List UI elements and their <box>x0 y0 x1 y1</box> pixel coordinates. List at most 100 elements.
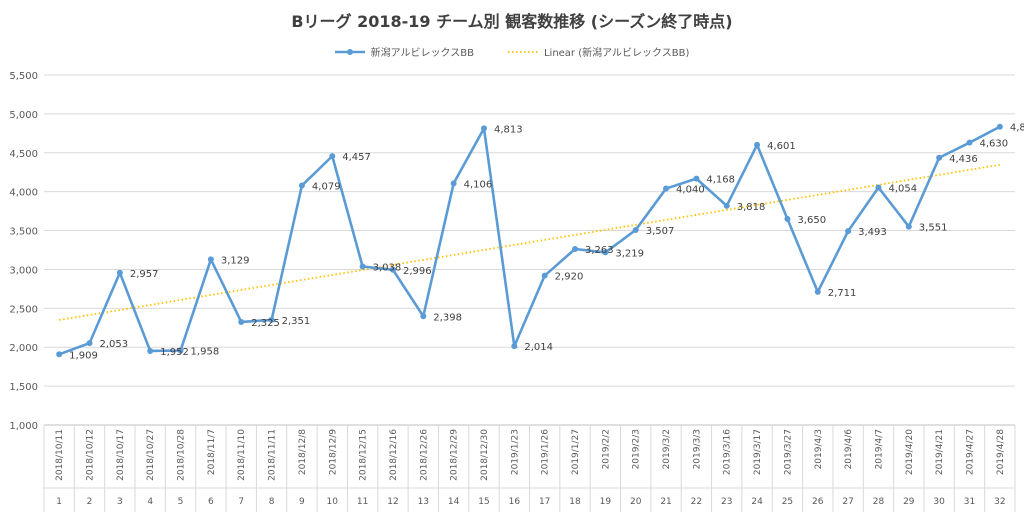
x-tick-date: 2018/10/12 <box>86 429 96 481</box>
x-tick-date: 2019/1/27 <box>571 429 581 475</box>
legend-item-trendline: Linear (新潟アルビレックスBB) <box>507 44 689 59</box>
x-tick-number: 8 <box>269 497 275 507</box>
data-label: 4,079 <box>312 182 341 193</box>
data-label: 4,040 <box>676 185 705 196</box>
legend-item-series: 新潟アルビレックスBB <box>334 44 474 59</box>
x-tick-date: 2018/10/11 <box>55 429 65 481</box>
data-label: 3,263 <box>585 245 614 256</box>
x-tick-date: 2018/10/28 <box>177 429 187 481</box>
x-tick-number: 29 <box>903 497 915 507</box>
x-tick-date: 2019/2/2 <box>601 429 611 469</box>
x-tick-number: 21 <box>660 497 671 507</box>
x-tick-date: 2018/12/26 <box>419 429 429 481</box>
x-tick-date: 2018/10/17 <box>116 429 126 481</box>
data-point <box>420 313 427 320</box>
data-label: 4,813 <box>494 124 523 135</box>
x-tick-date: 2018/12/16 <box>389 429 399 481</box>
data-point <box>936 154 943 161</box>
data-label: 3,219 <box>615 248 644 259</box>
data-label: 3,129 <box>221 255 250 266</box>
legend-series-swatch <box>334 48 365 55</box>
data-point <box>905 223 912 230</box>
x-tick-date: 2019/3/2 <box>662 429 672 469</box>
x-tick-number: 2 <box>87 497 93 507</box>
x-tick-date: 2019/1/26 <box>541 429 551 475</box>
x-tick-number: 15 <box>478 497 489 507</box>
data-label: 2,053 <box>100 339 129 350</box>
x-tick-number: 32 <box>994 497 1005 507</box>
data-label: 4,054 <box>888 183 917 194</box>
data-label: 4,106 <box>464 179 493 190</box>
y-tick-label: 1,000 <box>9 421 38 432</box>
data-label: 3,818 <box>737 202 766 213</box>
x-tick-number: 30 <box>933 497 945 507</box>
data-point <box>845 228 852 235</box>
data-label: 3,551 <box>919 223 948 234</box>
x-tick-date: 2018/11/11 <box>268 429 278 481</box>
x-tick-date: 2019/3/17 <box>753 429 763 475</box>
y-tick-label: 3,500 <box>9 227 38 238</box>
data-label: 2,398 <box>433 312 462 323</box>
data-label: 3,038 <box>373 262 402 273</box>
x-tick-date: 2019/2/3 <box>632 429 642 469</box>
x-tick-date: 2019/4/27 <box>965 429 975 475</box>
data-point <box>207 256 214 263</box>
x-tick-number: 28 <box>873 497 885 507</box>
x-tick-number: 13 <box>418 497 429 507</box>
data-label: 3,507 <box>646 226 675 237</box>
data-label: 4,630 <box>979 139 1008 150</box>
x-tick-number: 31 <box>964 497 975 507</box>
data-label: 4,835 <box>1010 123 1024 134</box>
x-tick-date: 2018/12/8 <box>298 429 308 475</box>
data-point <box>238 318 245 325</box>
chart-title: Bリーグ 2018-19 チーム別 観客数推移 (シーズン終了時点) <box>291 12 733 31</box>
x-tick-date: 2019/1/23 <box>510 429 520 475</box>
x-tick-date: 2019/4/28 <box>996 429 1006 475</box>
data-label: 3,493 <box>858 227 887 238</box>
data-point <box>541 272 548 279</box>
data-point <box>177 347 184 354</box>
data-point <box>480 125 487 132</box>
x-tick-date: 2018/12/29 <box>450 429 460 481</box>
x-tick-number: 12 <box>387 497 398 507</box>
data-point <box>298 182 305 189</box>
x-tick-number: 27 <box>842 497 853 507</box>
x-tick-date: 2018/12/30 <box>480 429 490 481</box>
y-tick-label: 3,000 <box>9 265 38 276</box>
data-label: 4,168 <box>706 175 735 186</box>
data-label: 2,996 <box>403 266 432 277</box>
x-tick-date: 2019/3/3 <box>692 429 702 469</box>
data-point <box>632 227 639 234</box>
data-label: 2,957 <box>130 269 159 280</box>
x-tick-date: 2019/3/27 <box>783 429 793 475</box>
x-tick-number: 5 <box>178 497 184 507</box>
data-label: 2,351 <box>282 316 311 327</box>
x-tick-number: 4 <box>147 497 153 507</box>
data-point <box>329 153 336 160</box>
data-point <box>754 141 761 148</box>
y-tick-label: 1,500 <box>9 382 38 393</box>
x-tick-date: 2018/12/15 <box>359 429 369 481</box>
y-tick-label: 4,500 <box>9 149 38 160</box>
x-tick-number: 7 <box>238 497 244 507</box>
data-point <box>602 249 609 256</box>
data-label: 4,601 <box>767 141 796 152</box>
data-point <box>116 269 123 276</box>
x-tick-date: 2018/11/7 <box>207 429 217 475</box>
data-point <box>966 139 973 146</box>
data-point <box>784 215 791 222</box>
x-tick-date: 2018/12/9 <box>328 429 338 475</box>
x-tick-number: 14 <box>448 497 460 507</box>
y-tick-label: 2,500 <box>9 304 38 315</box>
data-point <box>663 185 670 192</box>
data-point <box>268 316 275 323</box>
x-tick-number: 24 <box>751 497 763 507</box>
x-tick-date: 2019/4/6 <box>844 429 854 470</box>
data-point <box>56 351 63 358</box>
x-tick-date: 2018/10/27 <box>146 429 156 481</box>
legend-trendline-swatch <box>507 50 538 53</box>
y-tick-label: 4,000 <box>9 188 38 199</box>
x-tick-number: 23 <box>721 497 732 507</box>
